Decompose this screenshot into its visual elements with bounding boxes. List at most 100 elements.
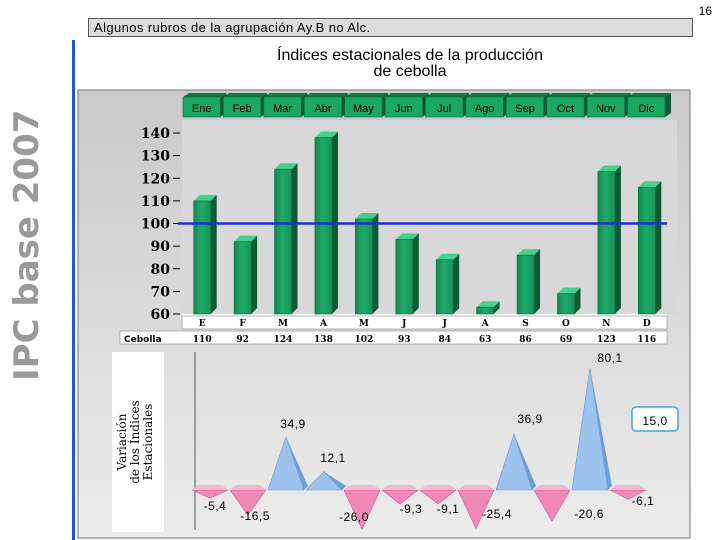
variation-axis-label-line: de los Índices bbox=[127, 400, 142, 484]
category-letter: N bbox=[602, 319, 610, 329]
month-label: Mar bbox=[273, 103, 292, 115]
category-letter: S bbox=[522, 319, 529, 329]
vertical-rule bbox=[72, 40, 75, 540]
category-row bbox=[181, 315, 668, 330]
chart-title-line-2: de cebolla bbox=[373, 63, 447, 80]
variation-axis-label-line: Estacionales bbox=[141, 404, 155, 481]
bar-top bbox=[193, 194, 217, 201]
variation-label: 80,1 bbox=[597, 351, 622, 365]
variation-label: -20,6 bbox=[574, 507, 604, 521]
bar bbox=[435, 259, 454, 315]
plot-floor bbox=[182, 314, 667, 317]
category-letter: D bbox=[643, 319, 651, 329]
positive-spike bbox=[267, 436, 305, 491]
y-tick-label: 60 bbox=[151, 307, 171, 323]
bar-side bbox=[412, 233, 419, 314]
bar bbox=[355, 218, 373, 315]
bar-top bbox=[476, 301, 500, 308]
bar-top bbox=[638, 181, 662, 188]
bar-top bbox=[395, 233, 419, 240]
highlight-box bbox=[631, 406, 679, 432]
category-letter: A bbox=[481, 319, 490, 329]
variation-label: -25,4 bbox=[482, 507, 512, 521]
category-letter: M bbox=[278, 319, 288, 329]
month-tab bbox=[465, 96, 504, 118]
bar bbox=[557, 293, 575, 315]
category-letter: E bbox=[199, 319, 206, 329]
bar bbox=[193, 200, 212, 315]
negative-spike-top bbox=[534, 485, 570, 490]
month-tab-top bbox=[304, 93, 348, 97]
bar-top bbox=[557, 287, 581, 294]
month-label: Sep bbox=[515, 103, 535, 115]
variation-label: 12,1 bbox=[320, 451, 345, 465]
bar-side bbox=[493, 301, 500, 314]
month-tab bbox=[344, 96, 383, 118]
month-label: Ago bbox=[475, 103, 495, 115]
positive-spike bbox=[305, 471, 343, 491]
y-tick-label: 130 bbox=[141, 149, 170, 165]
month-tab bbox=[627, 96, 666, 118]
bar-side bbox=[534, 249, 541, 314]
variation-label: -9,1 bbox=[437, 502, 460, 516]
negative-spike-top bbox=[230, 485, 266, 490]
highlight-value: 15,0 bbox=[642, 414, 667, 428]
month-tab-top bbox=[385, 93, 429, 97]
category-letter: J bbox=[401, 319, 406, 329]
month-label: Jun bbox=[395, 103, 413, 115]
month-tab bbox=[223, 96, 262, 118]
bar-side bbox=[655, 181, 662, 314]
category-letter: J bbox=[442, 319, 447, 329]
month-label: Ene bbox=[192, 103, 212, 115]
chart-title: Índices estacionales de la producción de… bbox=[200, 48, 620, 80]
month-tab-top bbox=[546, 93, 591, 97]
negative-spike-top bbox=[420, 485, 456, 490]
variation-label: -9,3 bbox=[400, 502, 423, 516]
chart-title-line-1: Índices estacionales de la producción bbox=[277, 47, 543, 64]
bar-top bbox=[274, 163, 298, 170]
bar bbox=[476, 306, 494, 315]
bar-side bbox=[291, 163, 298, 314]
y-tick-label: 80 bbox=[151, 262, 171, 278]
month-tab-side bbox=[665, 93, 671, 117]
month-tab bbox=[546, 96, 585, 118]
month-label: Feb bbox=[233, 103, 252, 115]
month-tab-top bbox=[263, 93, 308, 97]
value-label: 102 bbox=[354, 335, 373, 345]
variation-label: 36,9 bbox=[517, 412, 542, 426]
variation-label: 34,9 bbox=[280, 417, 305, 431]
header-text: Algunos rubros de la agrupación Ay.B no … bbox=[94, 20, 371, 35]
category-letter: O bbox=[562, 319, 570, 329]
value-label: 116 bbox=[637, 335, 656, 345]
y-tick-label: 110 bbox=[141, 194, 170, 210]
month-tab bbox=[506, 96, 545, 118]
value-label: 86 bbox=[519, 335, 532, 345]
month-tab-top bbox=[183, 93, 227, 97]
y-tick-label: 100 bbox=[141, 217, 170, 233]
value-label: 110 bbox=[193, 335, 212, 345]
negative-spike-top bbox=[610, 485, 646, 490]
bar-side bbox=[453, 253, 460, 314]
variation-label: -6,1 bbox=[632, 494, 655, 508]
variation-label: -5,4 bbox=[204, 499, 227, 513]
negative-spike-top bbox=[344, 485, 380, 490]
month-label: Oct bbox=[557, 103, 574, 115]
month-tab bbox=[586, 96, 625, 118]
value-label: 84 bbox=[438, 335, 451, 345]
negative-spike-top bbox=[458, 485, 494, 490]
month-tab-top bbox=[506, 93, 550, 97]
bar bbox=[637, 187, 656, 315]
month-label: Jul bbox=[437, 103, 451, 115]
month-tab bbox=[263, 96, 302, 118]
month-tab-top bbox=[223, 93, 267, 97]
positive-spike-shade bbox=[324, 471, 346, 490]
y-tick-label: 140 bbox=[141, 126, 170, 142]
category-letter: F bbox=[239, 319, 246, 329]
bar-side bbox=[574, 287, 581, 314]
positive-spike-shade bbox=[590, 368, 612, 490]
bar-top bbox=[436, 253, 460, 260]
header-bar: Algunos rubros de la agrupación Ay.B no … bbox=[88, 18, 693, 37]
bar-side bbox=[210, 194, 217, 314]
variation-label: -16,5 bbox=[240, 509, 270, 523]
positive-spike-shade bbox=[286, 436, 308, 490]
